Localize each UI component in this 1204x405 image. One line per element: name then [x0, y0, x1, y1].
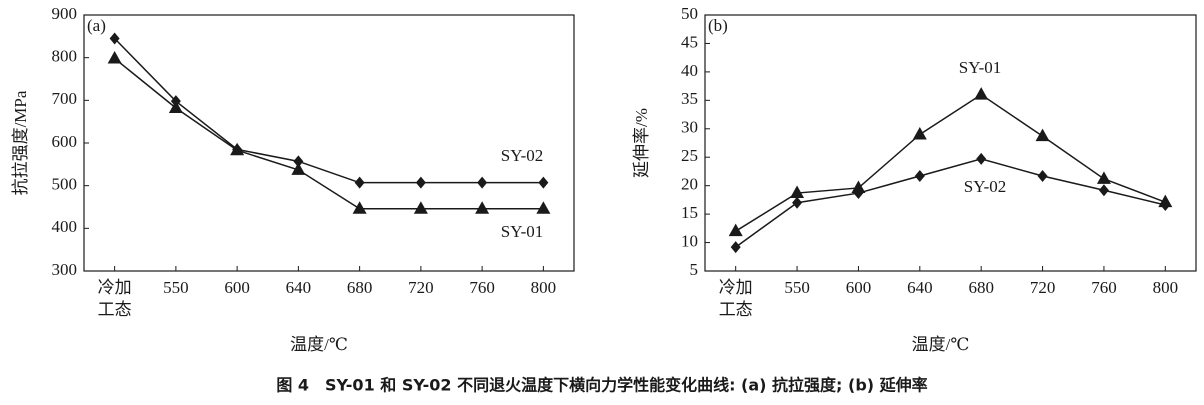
- x-tick-label: 800: [1153, 278, 1179, 297]
- marker: [538, 176, 549, 189]
- marker: [792, 196, 803, 209]
- y-tick-label: 10: [681, 231, 698, 250]
- series-line: [114, 57, 544, 210]
- series-label: SY-02: [964, 177, 1007, 196]
- marker: [170, 95, 181, 108]
- x-tick-label: 冷加工态: [98, 278, 132, 319]
- y-tick-label: 15: [681, 203, 698, 222]
- marker: [475, 201, 490, 214]
- x-tick-label: 640: [907, 278, 933, 297]
- x-tick-label: 720: [1030, 278, 1056, 297]
- marker: [354, 176, 365, 189]
- series-line: [735, 158, 1166, 248]
- caption: 图 4 SY-01 和 SY-02 不同退火温度下横向力学性能变化曲线: (a)…: [276, 376, 927, 395]
- x-tick-label: 550: [784, 278, 810, 297]
- y-axis-label: 抗拉强度/MPa: [11, 90, 30, 195]
- y-tick-label: 40: [681, 61, 698, 80]
- marker: [1098, 184, 1109, 197]
- plot-frame: [704, 14, 1197, 272]
- marker: [415, 176, 426, 189]
- panel-label: (a): [87, 16, 106, 35]
- x-tick-label: 600: [846, 278, 872, 297]
- x-tick-label: 680: [347, 278, 373, 297]
- series-line: [735, 93, 1166, 232]
- marker: [1096, 171, 1111, 184]
- marker: [976, 152, 987, 165]
- series-label: SY-01: [959, 58, 1002, 77]
- marker: [1160, 199, 1171, 212]
- y-tick-label: 25: [681, 146, 698, 165]
- series-label: SY-01: [501, 222, 544, 241]
- y-tick-label: 600: [52, 132, 78, 151]
- marker: [914, 169, 925, 182]
- x-tick-label: 760: [469, 278, 495, 297]
- marker: [352, 201, 367, 214]
- marker: [790, 185, 805, 199]
- y-tick-label: 5: [690, 260, 699, 279]
- x-tick-label: 550: [163, 278, 189, 297]
- marker: [730, 241, 741, 254]
- y-tick-label: 700: [52, 89, 78, 108]
- y-tick-label: 800: [52, 47, 78, 66]
- marker: [853, 187, 864, 200]
- x-tick-label: 冷加工态: [719, 278, 753, 319]
- y-tick-label: 900: [52, 4, 78, 23]
- marker: [107, 51, 122, 64]
- series-line: [114, 37, 544, 184]
- marker: [291, 162, 306, 175]
- y-tick-label: 400: [52, 217, 78, 236]
- marker: [912, 126, 927, 140]
- marker: [293, 155, 304, 168]
- panel-label: (b): [708, 16, 728, 35]
- x-tick-label: 680: [968, 278, 994, 297]
- marker: [109, 32, 120, 45]
- x-axis-label: 温度/℃: [912, 335, 970, 354]
- series-label: SY-02: [501, 146, 544, 165]
- marker: [232, 143, 243, 156]
- x-axis-label: 温度/℃: [290, 335, 348, 354]
- x-tick-label: 760: [1091, 278, 1117, 297]
- marker: [728, 223, 743, 237]
- y-tick-label: 30: [681, 118, 698, 137]
- marker: [974, 87, 989, 100]
- marker: [1037, 169, 1048, 182]
- y-tick-label: 500: [52, 175, 78, 194]
- marker: [851, 180, 866, 193]
- y-tick-label: 45: [681, 32, 698, 51]
- y-tick-label: 50: [681, 4, 698, 23]
- x-tick-label: 800: [531, 278, 557, 297]
- y-tick-label: 300: [52, 260, 78, 279]
- x-tick-label: 640: [286, 278, 312, 297]
- x-tick-label: 600: [224, 278, 250, 297]
- marker: [536, 201, 551, 214]
- x-tick-label: 720: [408, 278, 434, 297]
- marker: [477, 176, 488, 189]
- y-tick-label: 35: [681, 89, 698, 108]
- marker: [413, 201, 428, 214]
- y-axis-label: 延伸率/%: [632, 108, 651, 178]
- y-tick-label: 20: [681, 175, 698, 194]
- marker: [1035, 128, 1050, 142]
